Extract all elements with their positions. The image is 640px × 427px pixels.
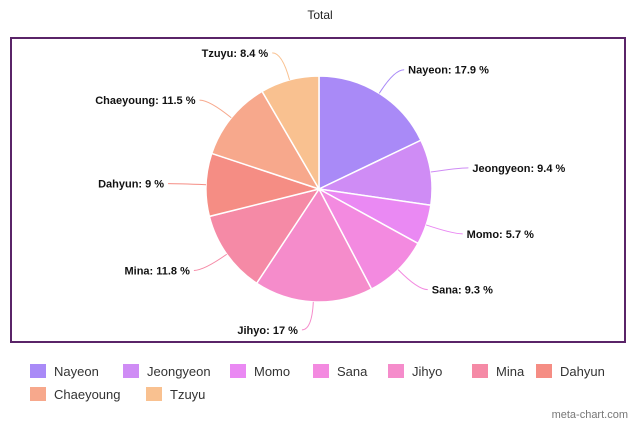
- legend-swatch-momo: [230, 364, 246, 378]
- leader-line-nayeon: [378, 69, 405, 94]
- legend-swatch-nayeon: [30, 364, 46, 378]
- leader-line-chaeyoung: [199, 99, 232, 119]
- legend-item-nayeon[interactable]: Nayeon: [30, 363, 99, 379]
- legend-item-jeongyeon[interactable]: Jeongyeon: [123, 363, 211, 379]
- legend-label-mina: Mina: [496, 363, 525, 379]
- slice-label-momo: Momo: 5.7 %: [467, 229, 534, 241]
- plot-frame: [10, 37, 626, 343]
- pie-slice-tzuyu: [261, 75, 320, 192]
- leader-line-jeongyeon: [430, 167, 469, 173]
- legend-swatch-tzuyu: [146, 387, 162, 401]
- watermark: meta-chart.com: [551, 409, 628, 421]
- slice-label-jihyo: Jihyo: 17 %: [237, 325, 298, 337]
- legend-label-momo: Momo: [254, 363, 291, 379]
- legend-swatch-sana: [313, 364, 329, 378]
- legend-swatch-chaeyoung: [30, 387, 46, 401]
- legend-label-sana: Sana: [337, 363, 368, 379]
- slice-label-sana: Sana: 9.3 %: [432, 285, 493, 297]
- legend-swatch-jeongyeon: [123, 364, 139, 378]
- legend-label-jihyo: Jihyo: [412, 363, 443, 379]
- legend-item-jihyo[interactable]: Jihyo: [388, 363, 442, 379]
- legend-swatch-jihyo: [388, 364, 404, 378]
- legend-item-tzuyu[interactable]: Tzuyu: [146, 386, 205, 402]
- leader-line-dahyun: [168, 183, 207, 186]
- slice-label-jeongyeon: Jeongyeon: 9.4 %: [472, 163, 565, 175]
- legend-item-chaeyoung[interactable]: Chaeyoung: [30, 386, 121, 402]
- legend-item-mina[interactable]: Mina: [472, 363, 524, 379]
- chart-title: Total: [307, 8, 333, 22]
- legend-swatch-dahyun: [536, 364, 552, 378]
- legend-item-dahyun[interactable]: Dahyun: [536, 363, 605, 379]
- pie-slice-mina: [208, 187, 321, 285]
- slice-label-nayeon: Nayeon: 17.9 %: [408, 65, 489, 77]
- pie-slice-nayeon: [318, 75, 422, 191]
- slice-label-chaeyoung: Chaeyoung: 11.5 %: [95, 95, 195, 107]
- legend-label-nayeon: Nayeon: [54, 363, 99, 379]
- leader-line-momo: [425, 224, 463, 235]
- pie-slice-chaeyoung: [210, 90, 321, 191]
- legend-swatch-mina: [472, 364, 488, 378]
- legend-item-momo[interactable]: Momo: [230, 363, 290, 379]
- slice-label-dahyun: Dahyun: 9 %: [98, 179, 164, 191]
- legend-label-dahyun: Dahyun: [560, 363, 605, 379]
- leader-line-tzuyu: [272, 52, 291, 81]
- leader-line-mina: [193, 253, 228, 271]
- leader-line-sana: [397, 269, 428, 291]
- legend-item-sana[interactable]: Sana: [313, 363, 367, 379]
- leader-line-jihyo: [301, 301, 314, 331]
- legend-label-tzuyu: Tzuyu: [170, 386, 206, 402]
- legend-label-chaeyoung: Chaeyoung: [54, 386, 121, 402]
- slice-label-mina: Mina: 11.8 %: [124, 265, 190, 277]
- pie-chart: Nayeon: 17.9 % Jeongyeon: 9.4 % Momo: 5.7 …: [95, 48, 565, 337]
- slice-label-tzuyu: Tzuyu: 8.4 %: [202, 48, 269, 60]
- legend-label-jeongyeon: Jeongyeon: [147, 363, 211, 379]
